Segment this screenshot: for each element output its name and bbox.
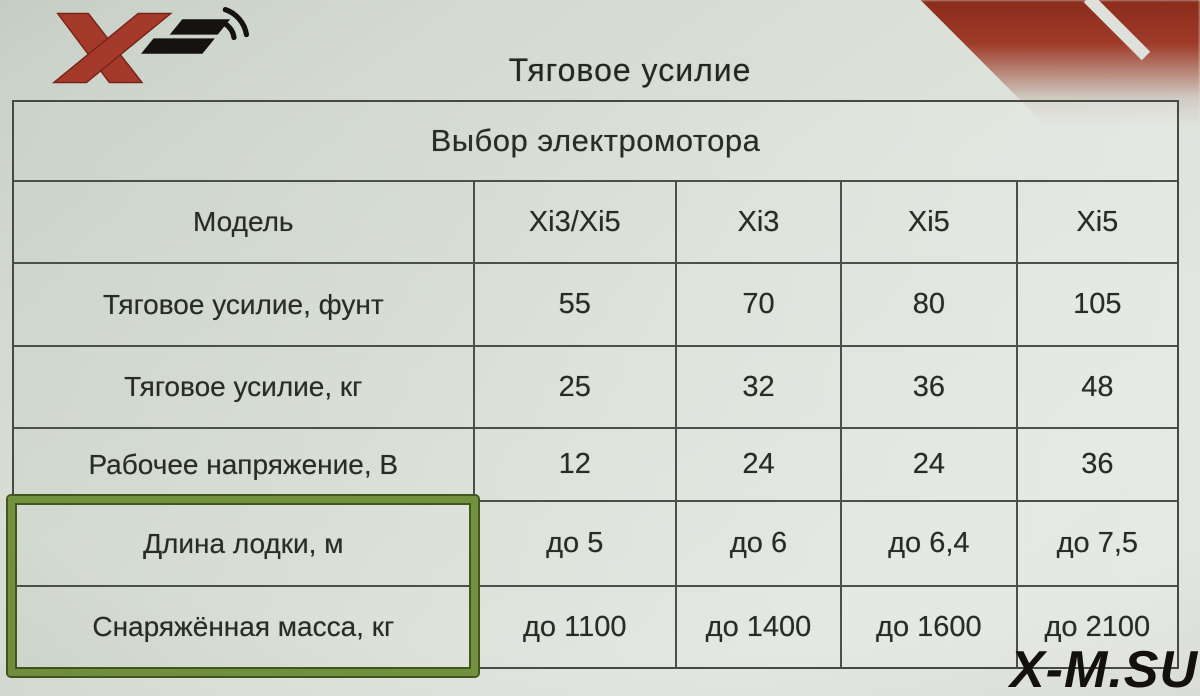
row-label: Снаряжённая масса, кг <box>14 587 475 667</box>
cell-value: Xi3/Xi5 <box>474 182 677 264</box>
cell-value: до 2100 <box>1044 610 1151 643</box>
table-header: Выбор электромотора <box>14 102 1177 182</box>
cell-value: 12 <box>474 429 677 502</box>
cell-value: до 5 <box>474 502 677 587</box>
cell-value: до 6,4 <box>842 502 1018 587</box>
cell-value: 36 <box>842 347 1018 429</box>
cell-value: 55 <box>474 264 677 347</box>
cell-value: Xi5 <box>842 182 1018 264</box>
row-label: Рабочее напряжение, В <box>14 429 475 502</box>
cell-value: 36 <box>1017 429 1177 502</box>
cell-value: Xi3 <box>676 182 843 264</box>
cell-value: 25 <box>474 347 677 429</box>
page-title: Тяговое усилие <box>508 52 752 88</box>
cell-value: 24 <box>676 429 843 502</box>
cell-value: 32 <box>676 347 843 429</box>
row-label: Тяговое усилие, фунт <box>14 264 475 347</box>
row-label: Тяговое усилие, кг <box>14 347 475 429</box>
cell-value: до 6 <box>676 502 843 587</box>
cell-value: до 1600 <box>842 587 1018 667</box>
cell-value: до 1100 <box>475 587 677 667</box>
cell-value: 80 <box>842 264 1018 347</box>
watermark: X-M.SU <box>1010 641 1198 696</box>
cell-value: 48 <box>1017 347 1177 429</box>
brand-logo <box>22 2 262 94</box>
motor-spec-table: Выбор электромотора Модель Xi3/Xi5 Xi3 X… <box>8 100 1179 676</box>
row-label: Модель <box>14 182 475 264</box>
cell-value: 24 <box>842 429 1018 502</box>
cell-value: 105 <box>1017 264 1177 347</box>
row-label: Длина лодки, м <box>14 502 475 587</box>
cell-value: Xi5 <box>1017 182 1177 264</box>
cell-value: до 1400 <box>677 587 843 667</box>
logo-x-icon <box>51 7 250 84</box>
cell-value: 70 <box>676 264 843 347</box>
cell-value: до 7,5 <box>1017 502 1177 587</box>
